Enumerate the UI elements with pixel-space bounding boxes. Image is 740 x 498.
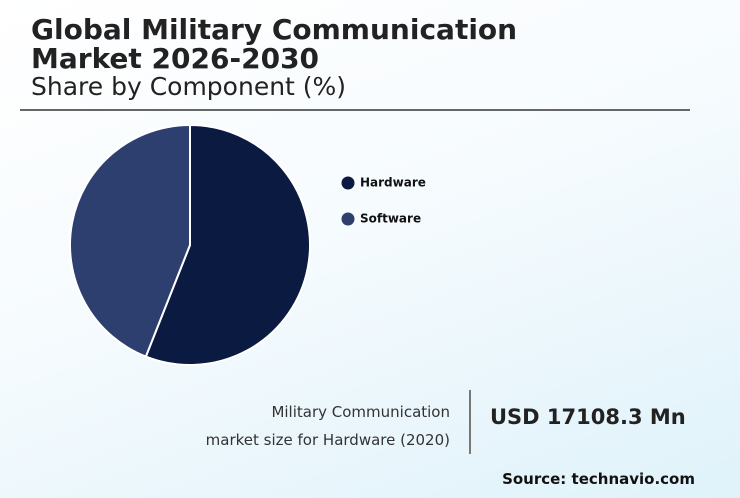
highlight-value: USD 17108.3 Mn (490, 405, 686, 429)
annotation-line: market size for Hardware (2020) (205, 431, 450, 449)
chart-subtitle: Share by Component (%) (31, 72, 347, 101)
annotation: Military Communication market size for H… (206, 398, 450, 454)
pie-slice (144, 123, 311, 366)
separator (469, 390, 471, 454)
legend-label: Hardware (360, 176, 426, 190)
source: Source: technavio.com (502, 470, 695, 488)
divider (20, 109, 690, 111)
annotation-line: Military Communication (271, 403, 450, 421)
chart-title: Global Military Communication (31, 13, 518, 46)
chart-title: Market 2026-2030 (31, 42, 320, 75)
pie-slice (69, 123, 191, 358)
legend-marker (341, 176, 355, 190)
legend-marker (341, 212, 355, 226)
legend-label: Software (360, 212, 421, 226)
